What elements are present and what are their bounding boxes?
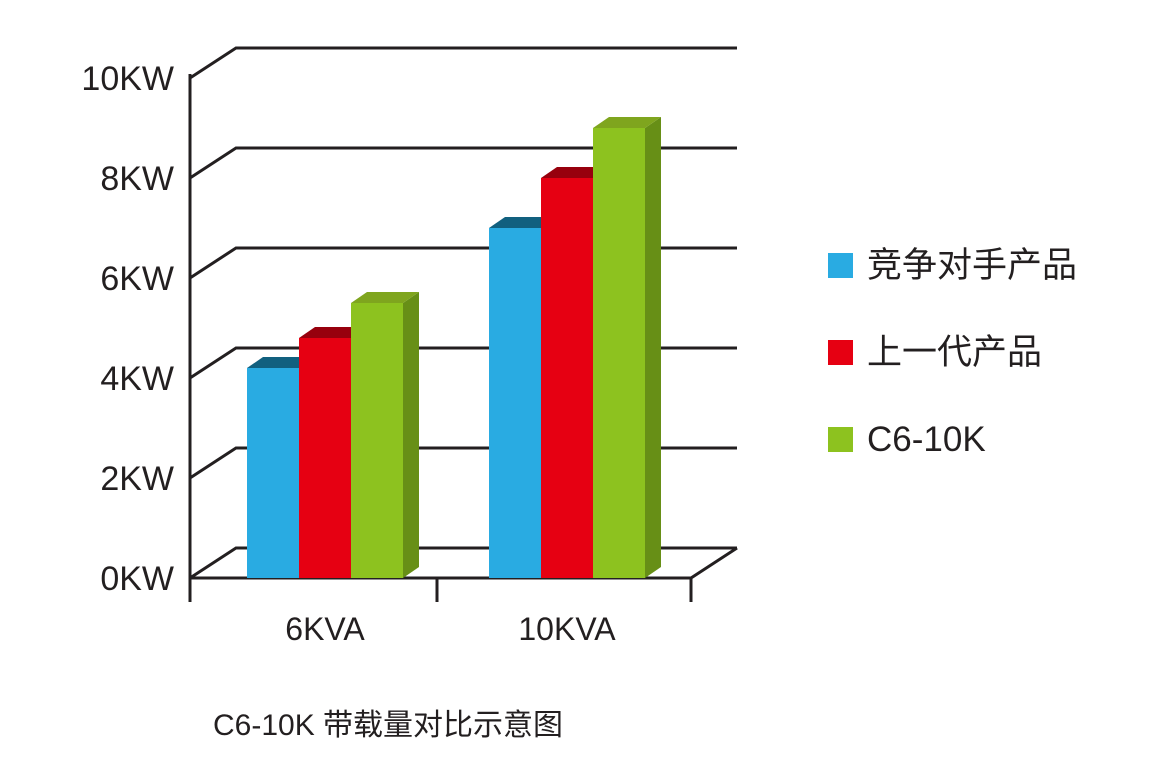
y-axis-label: 2KW (100, 460, 174, 498)
legend-swatch-previous-gen (828, 340, 853, 365)
bar-front-face (593, 128, 645, 578)
legend-item-c6-10k: C6-10K (828, 422, 1077, 457)
y-axis-label: 4KW (100, 360, 174, 398)
bar-chart-plot: 0KW 2KW 4KW 6KW 8KW 10KW 6KVA 10KVA (81, 46, 738, 647)
bar-front-face (541, 178, 593, 578)
bar-top-face (489, 217, 557, 228)
gridline (189, 146, 737, 180)
legend-swatch-c6-10k (828, 427, 853, 452)
y-axis-label: 8KW (100, 160, 174, 198)
y-axis-label: 10KW (81, 60, 174, 98)
bar-top-face (299, 327, 367, 338)
bar-side-face (645, 117, 661, 578)
x-axis-label: 6KVA (285, 611, 365, 647)
bar-top-face (593, 117, 661, 128)
bar-front-face (299, 338, 351, 578)
bar-top-face (541, 167, 609, 178)
bar-front-face (247, 368, 299, 578)
legend-label-competitor: 竞争对手产品 (867, 246, 1078, 285)
y-axis-label: 0KW (100, 560, 174, 598)
y-axis-label: 6KW (100, 260, 174, 298)
bar-front-face (351, 303, 403, 578)
legend-item-previous-gen: 上一代产品 (828, 335, 1077, 370)
gridline (189, 46, 737, 80)
legend-item-competitor: 竞争对手产品 (828, 248, 1077, 283)
bar-side-face (403, 292, 419, 578)
legend-label-c6-10k: C6-10K (867, 420, 986, 459)
legend-swatch-competitor (828, 253, 853, 278)
legend-label-previous-gen: 上一代产品 (867, 333, 1043, 372)
chart-title: C6-10K 带载量对比示意图 (213, 709, 564, 742)
x-axis-label: 10KVA (518, 611, 616, 647)
bar-6KVA-s2 (351, 292, 419, 578)
bar-front-face (489, 228, 541, 578)
bar-top-face (351, 292, 419, 303)
bar-top-face (247, 357, 315, 368)
bar-10KVA-s2 (593, 117, 661, 578)
chart-legend: 竞争对手产品 上一代产品 C6-10K (828, 248, 1077, 457)
